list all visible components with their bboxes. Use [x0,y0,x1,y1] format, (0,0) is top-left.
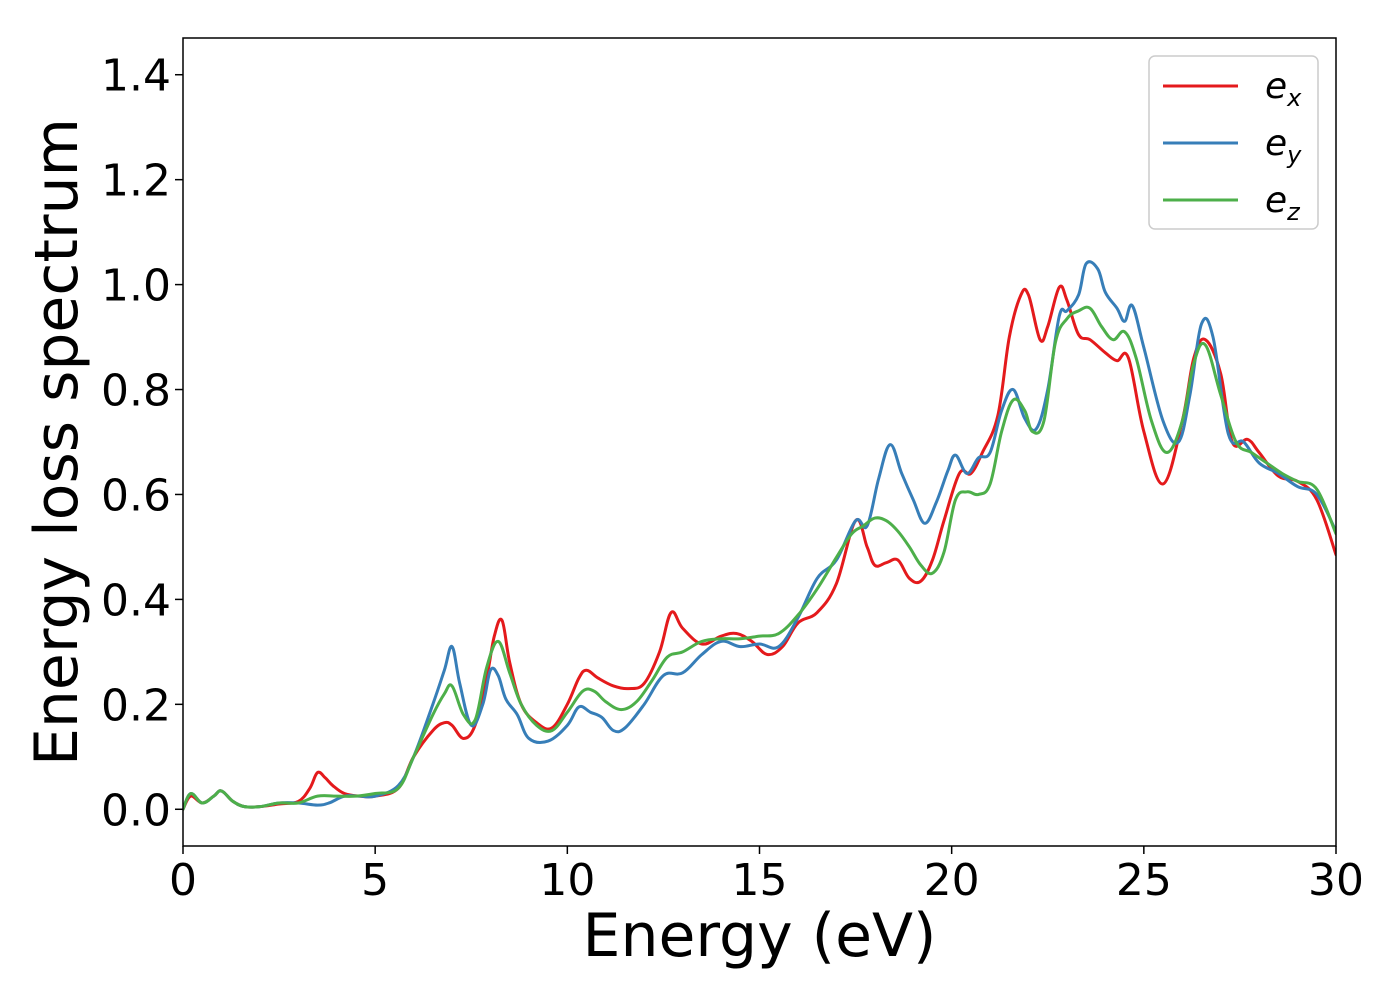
y-tick-label: 0.8 [101,366,171,417]
series-line-ey [183,260,1336,811]
legend-label-ey: ey [1265,123,1302,169]
x-tick-label: 5 [361,855,389,906]
y-tick-label: 1.2 [101,156,171,207]
series-group [183,260,1336,811]
y-tick-label: 0.0 [101,785,171,836]
x-tick-label: 15 [732,855,788,906]
legend-label-base: e [1265,123,1287,164]
series-line-ez [183,305,1336,811]
x-tick-label: 30 [1308,855,1364,906]
x-tick-label: 25 [1116,855,1172,906]
y-axis-label: Energy loss spectrum [22,118,92,766]
x-axis-label: Energy (eV) [583,901,937,971]
y-tick-label: 0.4 [101,575,171,626]
y-tick-label: 0.6 [101,470,171,521]
legend-label-subscript: y [1286,141,1302,169]
x-tick-label: 20 [924,855,980,906]
x-axis-ticks: 0 5 10 15 20 25 30 [169,846,1364,906]
legend-label-subscript: x [1286,84,1302,112]
y-tick-label: 1.0 [101,261,171,312]
legend-label-ez: ez [1265,180,1301,226]
x-tick-label: 10 [539,855,595,906]
legend-label-base: e [1265,66,1287,107]
x-tick-label: 0 [169,855,197,906]
legend-label-base: e [1265,180,1287,221]
y-axis-ticks: 0.0 0.2 0.4 0.6 0.8 1.0 1.2 1.4 [101,51,183,836]
legend-label-subscript: z [1286,198,1301,226]
y-tick-label: 0.2 [101,680,171,731]
legend-label-ex: ex [1265,66,1302,112]
plot-area [183,260,1336,811]
y-tick-label: 1.4 [101,51,171,102]
